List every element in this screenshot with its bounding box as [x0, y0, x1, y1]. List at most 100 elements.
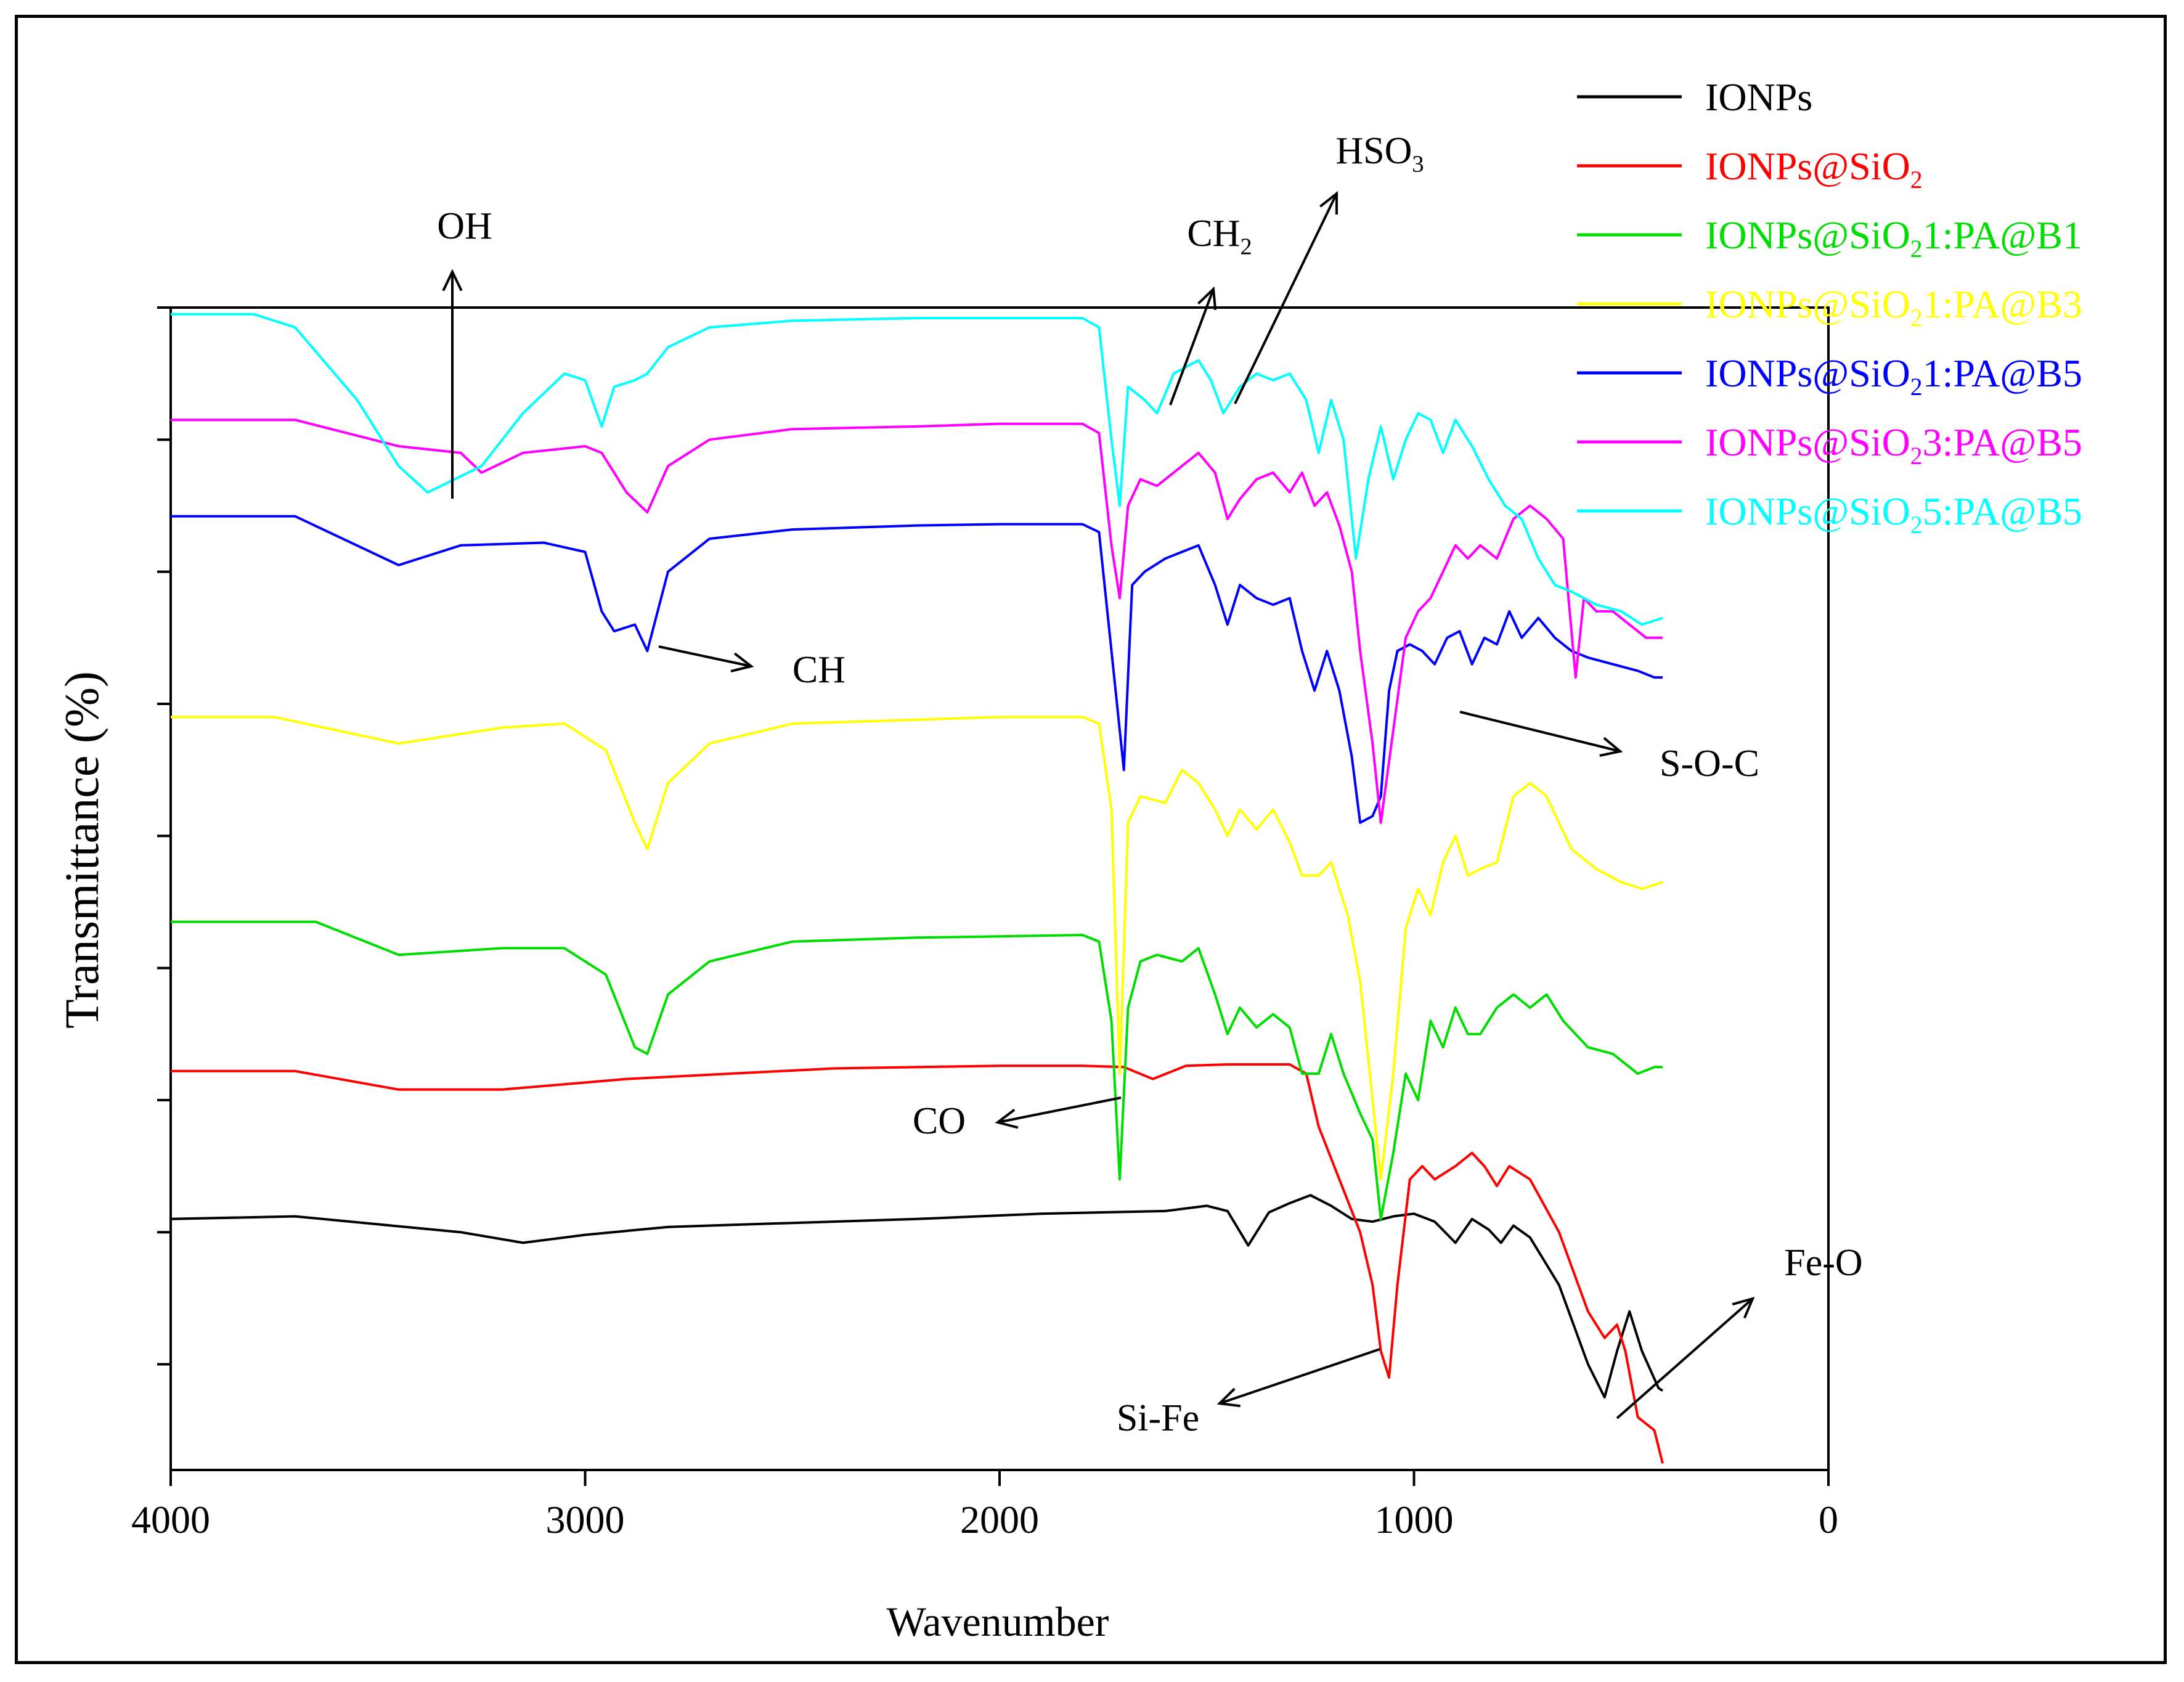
- annotation-arrow-ch2: [1169, 286, 1217, 406]
- legend-label-rest: 5:PA@B5: [1923, 489, 2082, 533]
- series-line-2: [171, 1063, 1664, 1464]
- annotation-arrow-sife: [1216, 1348, 1380, 1408]
- annotation-label-co: CO: [913, 1100, 966, 1142]
- legend-item-1: IONPs: [1577, 75, 1812, 119]
- legend-label-sub: 2: [1910, 235, 1923, 263]
- series-line-4: [171, 716, 1663, 1181]
- legend-item-2: IONPs@SiO2: [1577, 144, 1923, 194]
- annotation-arrow-hso3-head: [1319, 190, 1339, 215]
- x-tick-label: 4000: [131, 1498, 210, 1541]
- legend-label: IONPs@SiO21:PA@B3: [1705, 282, 2082, 332]
- annotation-arrow-hso3-shaft: [1234, 193, 1338, 404]
- annotation-oh: OH: [437, 205, 492, 499]
- annotation-arrow-soc: [1459, 711, 1623, 757]
- annotation-label-soc: S-O-C: [1660, 743, 1759, 785]
- annotation-label-oh-main: OH: [437, 205, 492, 247]
- annotation-arrow-soc-shaft: [1459, 711, 1621, 753]
- series-line-5: [171, 515, 1663, 824]
- annotation-label-ch2-main: CH: [1187, 213, 1240, 255]
- legend-item-5: IONPs@SiO21:PA@B5: [1577, 351, 2082, 401]
- annotation-label-feo: Fe-O: [1784, 1242, 1862, 1284]
- annotation-label-hso3: HSO3: [1335, 130, 1424, 178]
- legend-label-main: IONPs@SiO: [1705, 351, 1910, 395]
- legend-item-4: IONPs@SiO21:PA@B3: [1577, 282, 2082, 332]
- series-line-3: [171, 920, 1663, 1220]
- legend: IONPsIONPs@SiO2IONPs@SiO21:PA@B1IONPs@Si…: [1577, 75, 2082, 539]
- annotation-label-sife: Si-Fe: [1117, 1397, 1199, 1439]
- legend-label: IONPs@SiO23:PA@B5: [1705, 420, 2082, 470]
- series-line-6: [171, 418, 1663, 824]
- annotation-arrow-soc-head: [1599, 737, 1623, 757]
- x-tick-label: 3000: [546, 1498, 625, 1541]
- annotation-label-sife-main: Si-Fe: [1117, 1397, 1199, 1439]
- annotation-arrow-feo-head: [1732, 1296, 1755, 1319]
- annotation-label-ch2-sub: 2: [1240, 234, 1252, 260]
- legend-label: IONPs: [1705, 75, 1812, 119]
- annotation-arrow-ch2-head: [1197, 286, 1217, 311]
- series-line-7: [171, 312, 1663, 626]
- legend-label-rest: 1:PA@B3: [1923, 282, 2082, 326]
- legend-label-rest: 3:PA@B5: [1923, 420, 2082, 464]
- annotation-feo: Fe-O: [1616, 1242, 1863, 1419]
- x-tick-label: 0: [1819, 1498, 1838, 1541]
- ftir-chart: 4000 3000 2000 1000 0 OH CH2HSO3CHS-O-CCOFe-O…: [55, 75, 2082, 1645]
- annotation-label-ch2: CH2: [1187, 213, 1252, 260]
- axes: 4000 3000 2000 1000 0: [131, 306, 1838, 1541]
- plot-area: [169, 306, 1830, 1471]
- legend-label-main: IONPs@SiO: [1705, 144, 1910, 188]
- annotation-arrow-sife-shaft: [1219, 1348, 1380, 1405]
- annotation-soc: S-O-C: [1459, 711, 1759, 785]
- annotation-hso3: HSO3: [1234, 130, 1424, 404]
- annotation-label-feo-main: Fe-O: [1784, 1242, 1862, 1284]
- series-lines: [170, 312, 1664, 1464]
- legend-label-main: IONPs@SiO: [1705, 420, 1910, 464]
- legend-item-3: IONPs@SiO21:PA@B1: [1577, 213, 2082, 263]
- annotation-arrow-co-head: [995, 1108, 1019, 1129]
- annotation-label-ch: CH: [793, 649, 845, 691]
- legend-label: IONPs@SiO25:PA@B5: [1705, 489, 2082, 539]
- annotation-label-co-main: CO: [913, 1100, 966, 1142]
- legend-label-rest: 1:PA@B1: [1923, 213, 2082, 257]
- x-tick-label: 2000: [960, 1498, 1039, 1541]
- legend-label-sub: 2: [1910, 166, 1923, 194]
- annotation-label-oh: OH: [437, 205, 492, 247]
- annotation-arrow-feo-shaft: [1616, 1297, 1754, 1419]
- annotation-label-soc-main: S-O-C: [1660, 743, 1759, 785]
- annotation-label-hso3-sub: 3: [1412, 152, 1424, 178]
- annotation-arrow-ch-shaft: [658, 645, 752, 667]
- x-tick-label: 1000: [1375, 1498, 1454, 1541]
- annotation-label-hso3-main: HSO: [1335, 130, 1412, 172]
- legend-label: IONPs@SiO2: [1705, 144, 1923, 194]
- legend-label-main: IONPs: [1705, 75, 1812, 119]
- legend-label-rest: 1:PA@B5: [1923, 351, 2082, 395]
- legend-label-sub: 2: [1910, 512, 1923, 539]
- annotation-arrow-oh: [442, 269, 463, 499]
- legend-label-main: IONPs@SiO: [1705, 489, 1910, 533]
- annotation-label-ch-main: CH: [793, 649, 845, 691]
- legend-label-main: IONPs@SiO: [1705, 282, 1910, 326]
- annotation-arrow-ch2-shaft: [1169, 288, 1215, 406]
- legend-item-6: IONPs@SiO23:PA@B5: [1577, 420, 2082, 470]
- annotation-arrow-sife-head: [1216, 1387, 1241, 1408]
- annotation-sife: Si-Fe: [1117, 1348, 1380, 1439]
- annotation-arrow-ch: [658, 645, 754, 673]
- legend-label-sub: 2: [1910, 443, 1923, 470]
- x-axis-label: Wavenumber: [887, 1598, 1109, 1645]
- y-axis-label: Transmittance (%): [55, 671, 108, 1029]
- figure-frame: 4000 3000 2000 1000 0 OH CH2 HSO3 CH S-O-C CO Fe-O…: [15, 15, 2167, 1664]
- annotation-arrow-hso3: [1234, 190, 1339, 404]
- legend-item-7: IONPs@SiO25:PA@B5: [1577, 489, 2082, 539]
- annotation-ch2: CH2: [1169, 213, 1252, 406]
- annotation-arrow-oh-head: [442, 269, 463, 292]
- series-line-1: [170, 1194, 1664, 1399]
- annotation-arrow-co-shaft: [997, 1096, 1122, 1124]
- annotation-arrow-co: [995, 1096, 1122, 1129]
- legend-label: IONPs@SiO21:PA@B5: [1705, 351, 2082, 401]
- annotation-arrow-feo: [1616, 1296, 1755, 1419]
- annotation-co: CO: [913, 1096, 1122, 1142]
- legend-label-sub: 2: [1910, 304, 1923, 332]
- legend-label-sub: 2: [1910, 374, 1923, 401]
- legend-label-main: IONPs@SiO: [1705, 213, 1910, 257]
- legend-label: IONPs@SiO21:PA@B1: [1705, 213, 2082, 263]
